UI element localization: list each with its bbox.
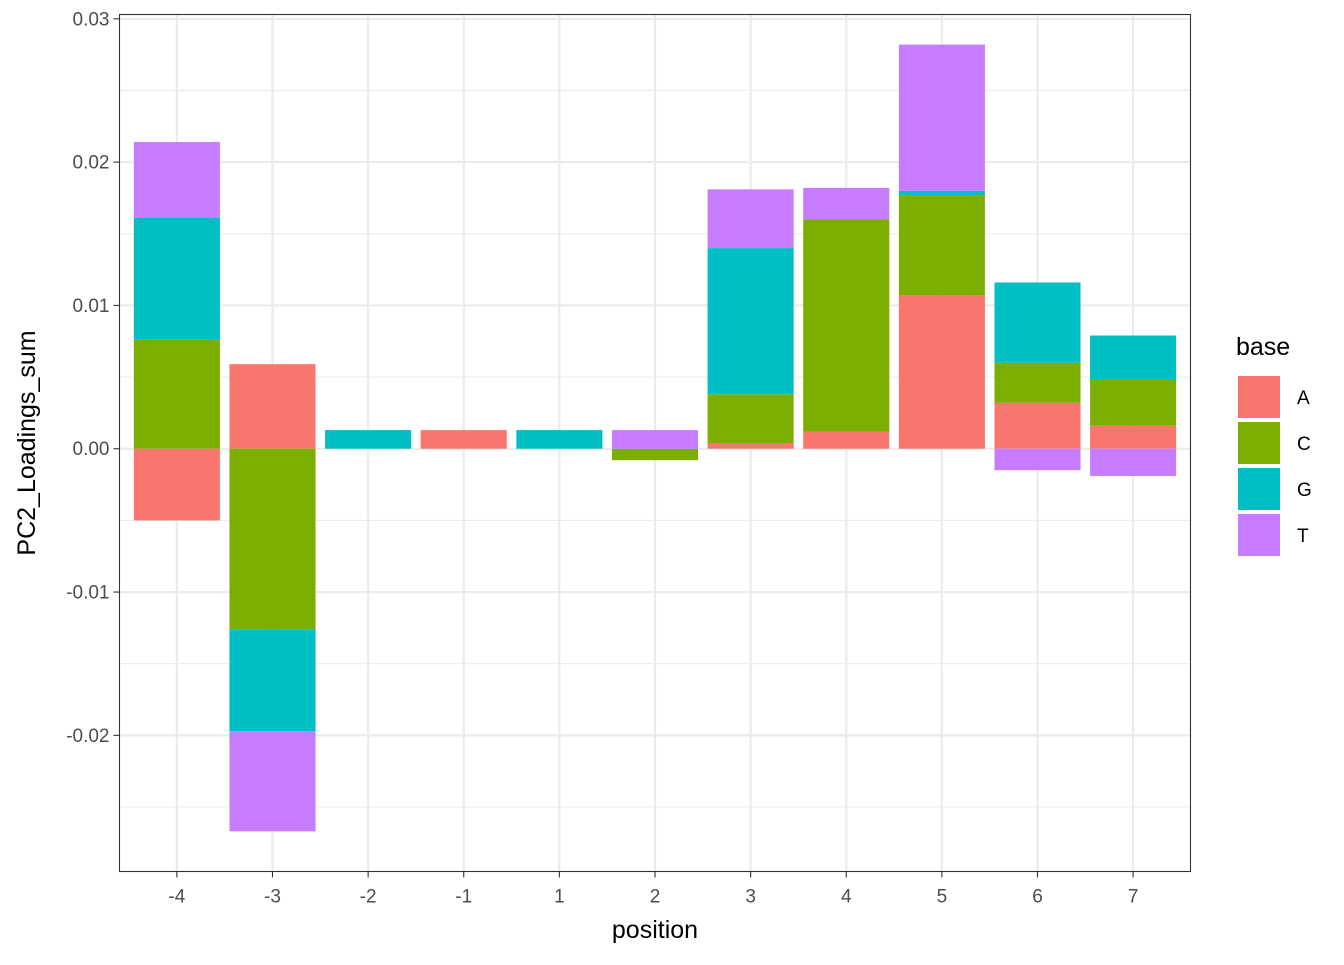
legend-label-T: T xyxy=(1297,526,1309,547)
x-tick-label: 7 xyxy=(1128,887,1139,908)
legend-title: base xyxy=(1236,333,1290,361)
bar-segment-A-pos-4 xyxy=(133,448,220,521)
bar-segment-T-pos2 xyxy=(611,430,699,449)
legend-label-A: A xyxy=(1297,388,1310,409)
x-axis-title: position xyxy=(612,916,698,944)
legend: base A C G T xyxy=(1236,333,1312,556)
bar-segment-G-pos-3 xyxy=(229,629,316,732)
bar-segment-T-pos5 xyxy=(898,44,985,191)
x-tick-label: -1 xyxy=(455,887,472,908)
bar-segment-C-pos2 xyxy=(611,448,699,461)
x-tick-label: 2 xyxy=(650,887,661,908)
legend-key-C xyxy=(1238,422,1280,464)
bar-segment-A-pos-1 xyxy=(420,430,507,449)
x-tick-label: -4 xyxy=(168,887,185,908)
legend-label-C: C xyxy=(1297,434,1311,455)
bar-segment-G-pos-2 xyxy=(325,430,412,449)
bar-segment-C-pos7 xyxy=(1090,379,1177,426)
y-tick-label: 0.03 xyxy=(73,9,110,30)
bar-segment-G-pos1 xyxy=(516,430,603,449)
bars-group xyxy=(133,44,1177,832)
bar-segment-T-pos7 xyxy=(1090,448,1177,476)
x-tick-label: 5 xyxy=(937,887,948,908)
bar-segment-A-pos3 xyxy=(707,443,794,449)
y-tick-label: 0.01 xyxy=(73,296,110,317)
x-axis: -4 -3 -2 -1 1 2 3 4 5 6 7 xyxy=(168,871,1139,908)
bar-segment-G-pos-4 xyxy=(133,218,220,340)
bar-segment-T-pos-3 xyxy=(229,731,316,832)
bar-segment-T-pos3 xyxy=(707,189,794,249)
x-tick-label: 1 xyxy=(554,887,565,908)
legend-key-G xyxy=(1238,468,1280,510)
legend-label-G: G xyxy=(1297,480,1312,501)
bar-segment-T-pos4 xyxy=(803,187,890,220)
bar-segment-A-pos6 xyxy=(994,402,1081,449)
bar-segment-C-pos-4 xyxy=(133,339,220,449)
bar-segment-C-pos4 xyxy=(803,219,890,432)
bar-segment-G-pos5 xyxy=(898,190,985,196)
y-tick-label: -0.02 xyxy=(66,726,109,747)
y-tick-label: 0.02 xyxy=(73,153,110,174)
bar-segment-G-pos6 xyxy=(994,282,1081,363)
x-tick-label: -2 xyxy=(360,887,377,908)
y-axis-title: PC2_Loadings_sum xyxy=(13,330,41,555)
bar-segment-A-pos4 xyxy=(803,431,890,449)
bar-segment-T-pos6 xyxy=(994,448,1081,471)
legend-key-A xyxy=(1238,376,1280,418)
bar-segment-A-pos-3 xyxy=(229,364,316,449)
x-tick-label: 3 xyxy=(745,887,756,908)
y-axis: -0.02 -0.01 0.00 0.01 0.02 0.03 xyxy=(66,9,120,747)
bar-segment-G-pos7 xyxy=(1090,335,1177,380)
bar-segment-C-pos6 xyxy=(994,362,1081,403)
bar-segment-C-pos5 xyxy=(898,195,985,296)
y-tick-label: 0.00 xyxy=(73,439,110,460)
bar-segment-T-pos-4 xyxy=(133,142,220,219)
bar-segment-C-pos3 xyxy=(707,394,794,443)
x-tick-label: -3 xyxy=(264,887,281,908)
bar-segment-A-pos5 xyxy=(898,295,985,449)
x-tick-label: 6 xyxy=(1032,887,1043,908)
y-tick-label: -0.01 xyxy=(66,583,109,604)
legend-key-T xyxy=(1238,514,1280,556)
bar-segment-G-pos3 xyxy=(707,248,794,395)
x-tick-label: 4 xyxy=(841,887,852,908)
bar-segment-C-pos-3 xyxy=(229,448,316,630)
bar-segment-A-pos7 xyxy=(1090,425,1177,449)
